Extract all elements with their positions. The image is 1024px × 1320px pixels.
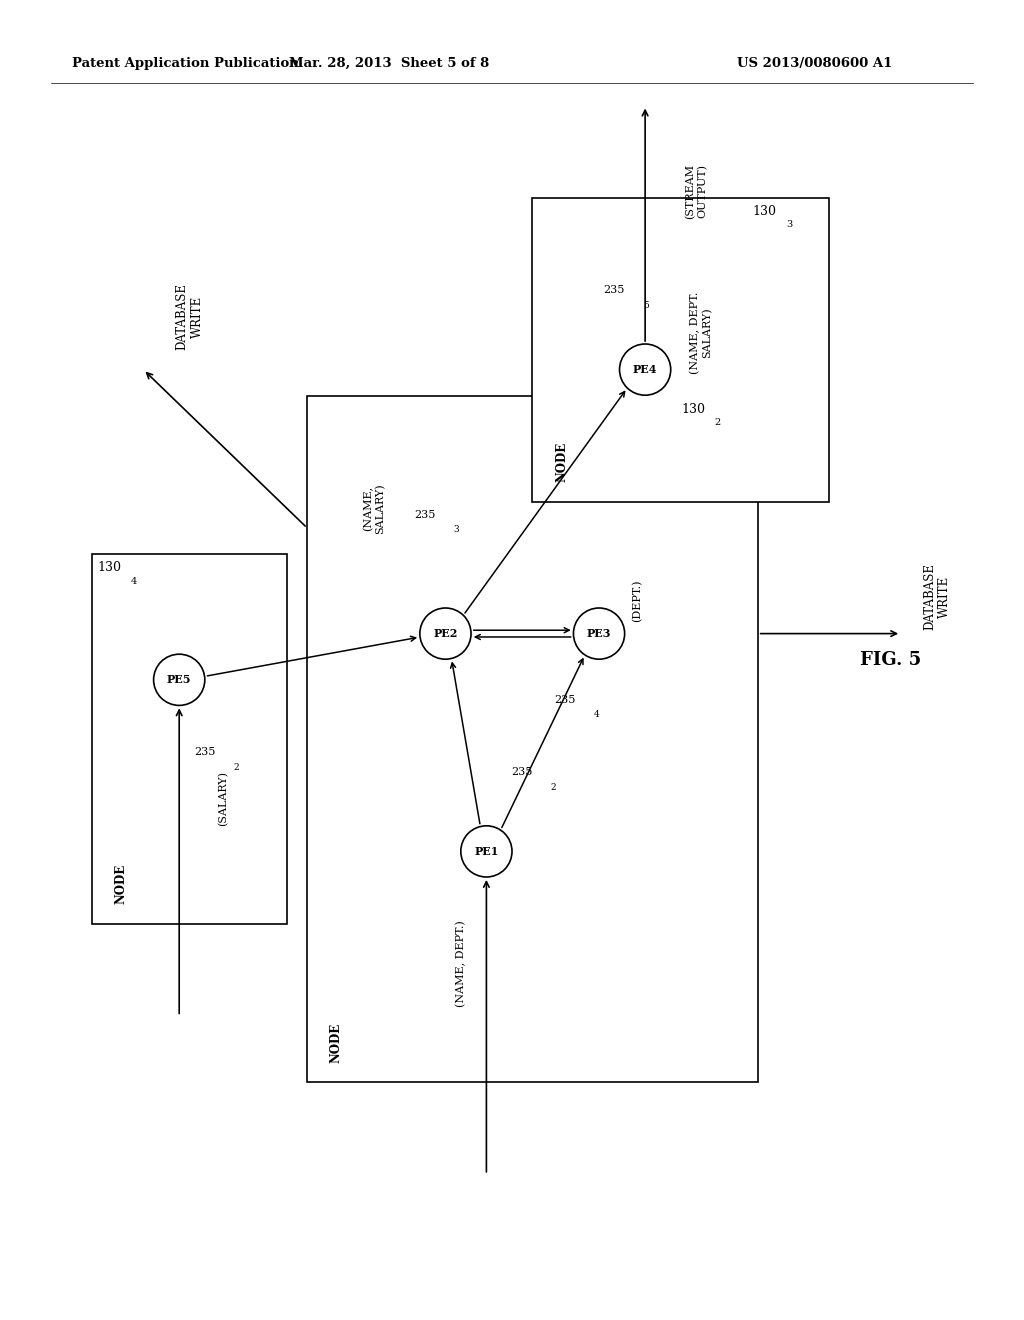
Text: 235: 235 bbox=[415, 510, 435, 520]
Ellipse shape bbox=[461, 826, 512, 876]
Text: DATABASE
WRITE: DATABASE WRITE bbox=[923, 564, 951, 630]
Text: (NAME,
SALARY): (NAME, SALARY) bbox=[362, 483, 385, 533]
Text: 235: 235 bbox=[512, 767, 532, 777]
Text: (DEPT.): (DEPT.) bbox=[632, 579, 642, 622]
Bar bbox=[532, 198, 829, 502]
Text: 4: 4 bbox=[131, 577, 137, 586]
Text: US 2013/0080600 A1: US 2013/0080600 A1 bbox=[737, 57, 893, 70]
Text: 2: 2 bbox=[233, 763, 239, 772]
Text: 2: 2 bbox=[551, 783, 556, 792]
Text: PE3: PE3 bbox=[587, 628, 611, 639]
Text: PE1: PE1 bbox=[474, 846, 499, 857]
Text: (STREAM
OUTPUT): (STREAM OUTPUT) bbox=[685, 164, 708, 219]
Text: 235: 235 bbox=[555, 694, 575, 705]
Text: NODE: NODE bbox=[115, 865, 128, 904]
Text: NODE: NODE bbox=[330, 1023, 343, 1063]
Text: 3: 3 bbox=[786, 220, 793, 230]
Text: (NAME, DEPT.): (NAME, DEPT.) bbox=[456, 920, 466, 1007]
Text: 4: 4 bbox=[594, 710, 600, 719]
Text: (SALARY): (SALARY) bbox=[218, 771, 228, 826]
Text: PE2: PE2 bbox=[433, 628, 458, 639]
Text: 3: 3 bbox=[454, 525, 459, 535]
Text: DATABASE
WRITE: DATABASE WRITE bbox=[175, 284, 204, 350]
Text: Mar. 28, 2013  Sheet 5 of 8: Mar. 28, 2013 Sheet 5 of 8 bbox=[289, 57, 489, 70]
Ellipse shape bbox=[420, 609, 471, 659]
Text: 2: 2 bbox=[715, 418, 721, 428]
Bar bbox=[307, 396, 758, 1082]
Ellipse shape bbox=[620, 345, 671, 395]
Text: 130: 130 bbox=[753, 205, 776, 218]
Text: 235: 235 bbox=[195, 747, 215, 758]
Text: Patent Application Publication: Patent Application Publication bbox=[72, 57, 298, 70]
Text: 5: 5 bbox=[643, 301, 649, 310]
Text: NODE: NODE bbox=[555, 442, 568, 482]
Text: (NAME, DEPT.
SALARY): (NAME, DEPT. SALARY) bbox=[690, 292, 713, 374]
Text: 130: 130 bbox=[681, 403, 705, 416]
Text: 235: 235 bbox=[604, 285, 625, 296]
Text: FIG. 5: FIG. 5 bbox=[860, 651, 922, 669]
Text: PE5: PE5 bbox=[167, 675, 191, 685]
Bar bbox=[92, 554, 287, 924]
Text: PE4: PE4 bbox=[633, 364, 657, 375]
Text: 130: 130 bbox=[97, 561, 121, 574]
Ellipse shape bbox=[154, 655, 205, 705]
Ellipse shape bbox=[573, 609, 625, 659]
